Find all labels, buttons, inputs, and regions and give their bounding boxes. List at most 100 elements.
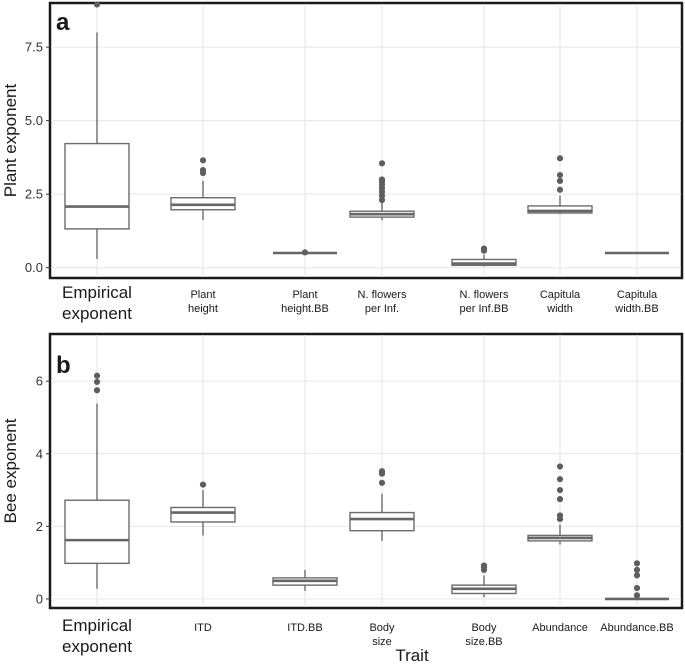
y-tick-label: 0 <box>36 591 43 606</box>
outlier-point <box>480 562 488 569</box>
x-tick-label: Empirical exponent <box>62 283 132 323</box>
x-tick-label: ITD <box>194 622 212 634</box>
outlier-point <box>633 584 641 592</box>
x-tick-label: Plant height <box>188 289 218 315</box>
x-tick-label-line: ITD.BB <box>287 622 322 634</box>
box-4 <box>349 468 415 541</box>
y-tick-label: 4 <box>36 446 43 461</box>
x-tick-label-line: Empirical <box>62 616 132 635</box>
outlier-point <box>378 160 386 167</box>
x-tick-label: Empirical exponent <box>62 616 132 656</box>
y-tick-label: 2 <box>36 519 43 534</box>
x-tick-label-line: per Inf. <box>365 303 399 315</box>
outlier-point <box>633 572 641 579</box>
y-axis-title: Plant exponent <box>1 84 20 198</box>
x-tick-label: Plant height.BB <box>281 289 329 315</box>
box-7 <box>605 560 669 601</box>
panel-label: a <box>56 9 70 36</box>
plot-frame <box>48 332 684 610</box>
outlier-point <box>93 372 101 379</box>
outlier-point <box>378 176 386 183</box>
x-tick-label-line: ITD <box>194 622 212 634</box>
outlier-point <box>556 463 564 470</box>
outlier-point <box>556 486 564 494</box>
box-body <box>64 499 130 565</box>
panel-a: 0.0 2.5 5.0 7.5 Empirical exponent Plant height… <box>1 1 684 323</box>
x-tick-label: Body size.BB <box>465 622 502 648</box>
x-axis-title: Trait <box>395 646 429 665</box>
x-tick-label: Abundance.BB <box>600 622 673 634</box>
box-1 <box>64 372 130 589</box>
x-tick-label: Abundance <box>532 622 588 634</box>
y-tick-label: 7.5 <box>25 40 43 55</box>
y-tick-label: 0.0 <box>25 260 43 275</box>
y-tick-label: 5.0 <box>25 113 43 128</box>
outlier-point <box>556 496 564 503</box>
x-tick-label-line: Plant <box>292 289 317 301</box>
x-tick-label: N. flowers per Inf.BB <box>460 289 509 315</box>
x-tick-label: ITD.BB <box>287 622 322 634</box>
box-5 <box>451 245 517 267</box>
box-1 <box>64 1 130 259</box>
box-body <box>349 511 415 532</box>
box-4 <box>349 160 415 221</box>
outlier-point <box>556 177 564 185</box>
box-5 <box>451 562 517 598</box>
outlier-point <box>633 592 641 599</box>
outlier-point <box>199 157 207 164</box>
x-tick-label: Capitula width.BB <box>614 289 658 315</box>
box-3 <box>272 569 338 591</box>
outlier-point <box>378 479 386 486</box>
panel-label: b <box>56 352 71 379</box>
x-tick-label-line: Abundance.BB <box>600 622 673 634</box>
outlier-point <box>556 512 564 519</box>
box-6 <box>527 155 593 215</box>
outlier-point <box>199 166 207 174</box>
outlier-point <box>93 378 101 386</box>
outlier-point <box>378 196 386 204</box>
x-tick-label-line: Abundance <box>532 622 588 634</box>
x-tick-label-line: Capitula <box>540 289 581 301</box>
box-body <box>64 142 130 230</box>
x-tick-label-line: width <box>546 303 573 315</box>
x-tick-label-line: Empirical <box>62 283 132 302</box>
x-tick-label-line: N. flowers <box>358 289 407 301</box>
box-6 <box>527 463 593 545</box>
x-tick-label: Body size <box>369 622 395 648</box>
x-tick-label: Capitula width <box>540 289 581 315</box>
x-tick-label-line: width.BB <box>614 303 658 315</box>
box-3 <box>273 249 337 256</box>
box-body <box>527 205 593 214</box>
outlier-point <box>556 186 564 193</box>
x-tick-label-line: Plant <box>190 289 215 301</box>
box-2 <box>170 481 236 536</box>
x-tick-label-line: height <box>188 303 218 315</box>
outlier-point <box>480 245 488 252</box>
outlier-point <box>633 560 641 567</box>
outlier-point <box>633 566 641 573</box>
x-tick-label-line: N. flowers <box>460 289 509 301</box>
x-tick-label-line: size <box>372 636 392 648</box>
y-tick-label: 2.5 <box>25 187 43 202</box>
x-tick-label-line: exponent <box>62 637 132 656</box>
x-tick-label-line: Body <box>369 622 395 634</box>
x-tick-label-line: Capitula <box>617 289 658 301</box>
outlier-point <box>301 249 309 256</box>
x-tick-label-line: exponent <box>62 304 132 323</box>
x-tick-label-line: height.BB <box>281 303 329 315</box>
outlier-point <box>93 387 101 394</box>
outlier-point <box>556 171 564 179</box>
x-tick-label: N. flowers per Inf. <box>358 289 407 315</box>
x-tick-label-line: Body <box>471 622 497 634</box>
y-axis-title: Bee exponent <box>1 418 20 523</box>
outlier-point <box>378 468 386 475</box>
outlier-point <box>93 1 101 8</box>
plot-frame <box>48 1 684 280</box>
x-tick-label-line: size.BB <box>465 636 502 648</box>
x-tick-label-line: per Inf.BB <box>460 303 509 315</box>
box-body <box>170 506 236 523</box>
y-tick-label: 6 <box>36 374 43 389</box>
outlier-point <box>199 481 207 488</box>
